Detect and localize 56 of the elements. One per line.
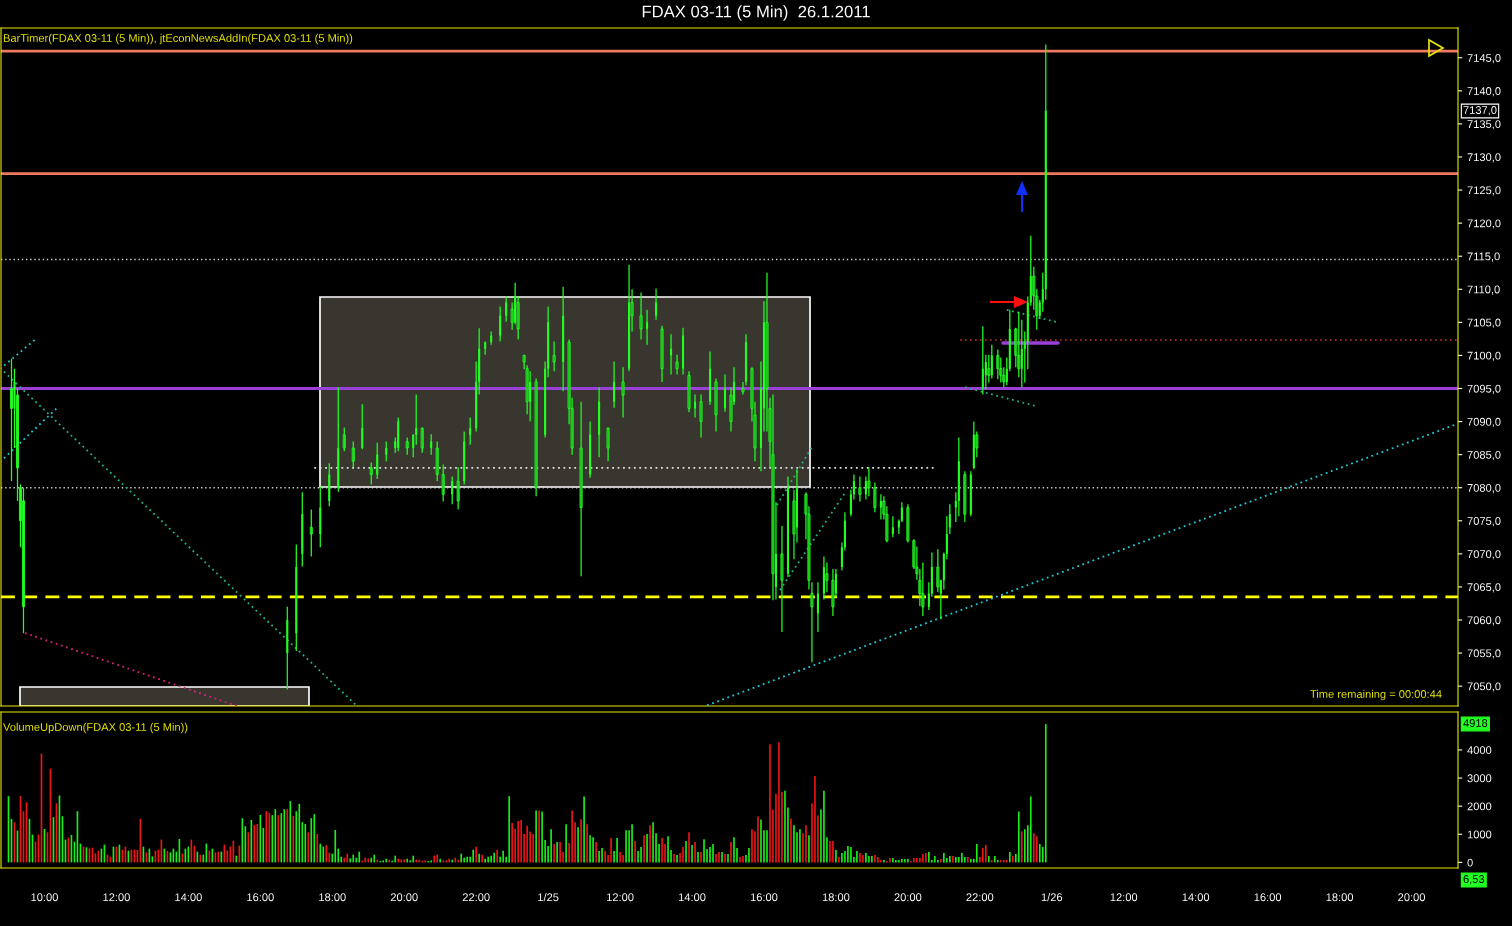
y-tick-label: 7145,0 bbox=[1467, 54, 1501, 64]
candlestick bbox=[996, 348, 1000, 380]
y-tick-label: 7085,0 bbox=[1467, 450, 1501, 461]
x-tick-label: 16:00 bbox=[1254, 893, 1282, 902]
x-tick-label: 18:00 bbox=[1326, 893, 1354, 902]
annotation: Time remaining = 00:00:44 bbox=[1310, 689, 1442, 701]
x-tick-label: 12:00 bbox=[1110, 893, 1138, 902]
y-tick-label: 7080,0 bbox=[1467, 483, 1501, 494]
y-tick-label: 7120,0 bbox=[1467, 219, 1501, 229]
x-tick-label: 18:00 bbox=[319, 893, 346, 902]
x-tick-label: 14:00 bbox=[678, 893, 706, 902]
y-tick-label: 7075,0 bbox=[1467, 517, 1501, 527]
y-tick-label: 7125,0 bbox=[1467, 186, 1501, 196]
x-tick-label: 20:00 bbox=[1398, 893, 1425, 902]
y-tick-label: 7130,0 bbox=[1467, 153, 1501, 163]
annotation: VolumeUpDown(FDAX 03-11 (5 Min)) bbox=[3, 722, 188, 734]
y-tick-label: 7060,0 bbox=[1467, 616, 1501, 626]
text: 6,53 bbox=[1463, 875, 1485, 885]
y-tick-label: 7100,0 bbox=[1467, 351, 1501, 361]
x-tick-label: 18:00 bbox=[822, 893, 850, 902]
y-tick-label: 0 bbox=[1467, 858, 1473, 867]
annotation: BarTimer(FDAX 03-11 (5 Min)), jtEconNewsAddIn(FDAX 03-11 (5 Min)) bbox=[3, 33, 353, 45]
x-tick-label: 14:00 bbox=[175, 893, 202, 902]
x-tick-label: 20:00 bbox=[390, 893, 418, 902]
y-tick-label: 7055,0 bbox=[1467, 649, 1501, 659]
y-tick-label: 7135,0 bbox=[1467, 120, 1501, 130]
candlestick bbox=[456, 466, 460, 511]
candlestick bbox=[963, 470, 967, 523]
x-tick-label: 12:00 bbox=[103, 893, 130, 902]
y-tick-label: 7065,0 bbox=[1467, 583, 1501, 593]
y-tick-label: 1000 bbox=[1467, 830, 1492, 839]
y-tick-label: 7110,0 bbox=[1467, 285, 1500, 295]
x-tick-label: 1/25 bbox=[538, 893, 559, 902]
text: 7137,0 bbox=[1463, 106, 1497, 116]
y-tick-label: 2000 bbox=[1467, 802, 1492, 811]
x-tick-label: 10:00 bbox=[31, 893, 58, 902]
x-tick-label: 22:00 bbox=[462, 893, 490, 902]
x-tick-label: 12:00 bbox=[607, 893, 634, 902]
chart-title: FDAX 03-11 (5 Min) 26.1.2011 bbox=[642, 5, 870, 21]
y-tick-label: 7050,0 bbox=[1467, 682, 1501, 692]
x-tick-label: 20:00 bbox=[894, 893, 922, 902]
y-tick-label: 4000 bbox=[1467, 746, 1492, 755]
y-tick-label: 7140,0 bbox=[1467, 87, 1501, 97]
text: 4918 bbox=[1463, 719, 1488, 727]
y-tick-label: 7105,0 bbox=[1467, 318, 1501, 328]
y-tick-label: 3000 bbox=[1467, 774, 1492, 783]
y-tick-label: 7115,0 bbox=[1467, 252, 1500, 262]
y-tick-label: 7070,0 bbox=[1467, 550, 1501, 560]
x-tick-label: 16:00 bbox=[247, 893, 274, 902]
x-tick-label: 1/26 bbox=[1041, 893, 1063, 902]
x-tick-label: 22:00 bbox=[966, 893, 994, 902]
x-tick-label: 14:00 bbox=[1182, 893, 1210, 902]
y-tick-label: 7095,0 bbox=[1467, 384, 1501, 394]
candlestick bbox=[441, 463, 445, 503]
x-tick-label: 16:00 bbox=[750, 893, 778, 902]
y-tick-label: 7090,0 bbox=[1467, 417, 1501, 428]
